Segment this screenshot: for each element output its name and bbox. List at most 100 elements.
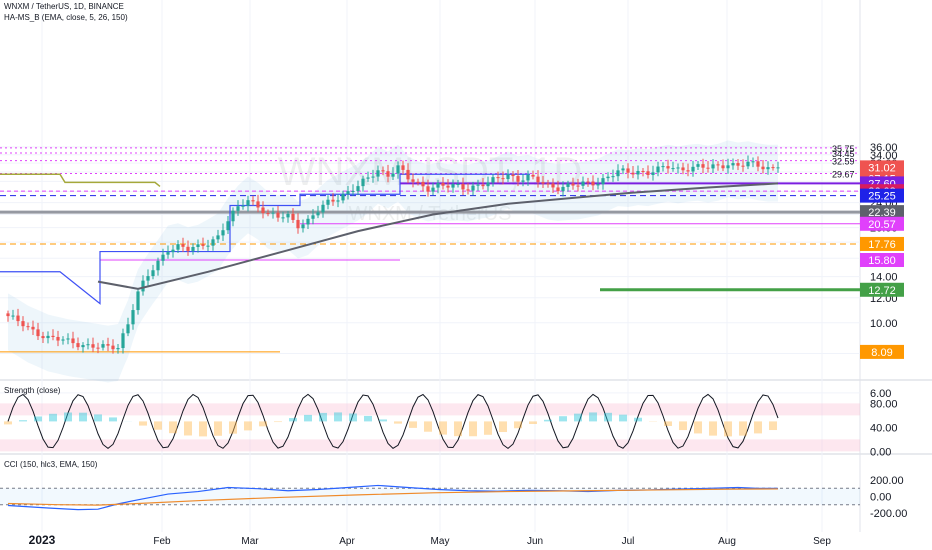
candle-body [581, 181, 585, 186]
candle-body [286, 213, 290, 218]
strength-cloud-bar [694, 421, 702, 434]
strength-cloud-bar [304, 414, 312, 422]
candle-body [396, 165, 400, 174]
candle-body [576, 185, 580, 187]
candle-body [101, 344, 105, 348]
candle-body [146, 276, 150, 281]
ma-cloud [8, 140, 778, 383]
candle-body [181, 244, 185, 247]
candle-body [11, 315, 15, 317]
candle-body [426, 186, 430, 192]
candle-body [631, 172, 635, 175]
candle-body [126, 324, 130, 334]
candle-body [141, 280, 145, 292]
strength-cloud-bar [109, 417, 117, 422]
y-tick-label: 0.00 [870, 492, 891, 504]
candle-body [471, 185, 475, 191]
candle-body [496, 177, 500, 179]
strength-cloud-bar [64, 412, 72, 422]
candle-body [446, 185, 450, 188]
strength-cloud-bar [139, 421, 147, 426]
strength-cloud-bar [469, 421, 477, 437]
step-line-olive [0, 173, 161, 188]
price-label: 25.25 [868, 191, 896, 203]
y-tick-label: 6.00 [870, 388, 891, 400]
strength-cloud-bar [559, 416, 567, 422]
candle-body [221, 230, 225, 236]
candle-body [691, 166, 695, 172]
candle-body [536, 176, 540, 183]
candle-body [711, 164, 715, 169]
candle-body [411, 179, 415, 182]
candle-body [246, 200, 250, 206]
strength-cloud-bar [169, 421, 177, 434]
candle-body [226, 221, 230, 231]
candle-body [136, 291, 140, 311]
candle-body [546, 183, 550, 185]
strength-cloud-bar [259, 421, 267, 427]
strength-cloud-bar [544, 419, 552, 422]
strength-cloud-bar [769, 421, 777, 431]
candle-body [176, 244, 180, 250]
strength-cloud-bar [604, 412, 612, 422]
candle-body [326, 199, 330, 205]
candle-body [701, 164, 705, 168]
candle-body [391, 173, 395, 177]
candle-body [291, 213, 295, 220]
candle-body [596, 184, 600, 186]
y-tick-label: -200.00 [870, 508, 907, 520]
candle-body [336, 200, 340, 202]
candle-body [86, 344, 90, 346]
ema150-line [97, 182, 779, 290]
strength-cloud-bar [364, 415, 372, 422]
price-label: 29.67 [832, 169, 855, 179]
y-tick-label: 10.00 [870, 318, 898, 330]
price-label: 22.39 [868, 207, 896, 219]
candle-body [21, 321, 25, 327]
candle-body [751, 161, 755, 163]
candle-body [646, 171, 650, 176]
candle-body [606, 176, 610, 179]
candle-body [366, 177, 370, 179]
strength-cloud-bar [454, 421, 462, 437]
cci-band-fill [0, 488, 860, 505]
candle-body [76, 343, 80, 348]
candle-body [381, 170, 385, 172]
candle-body [706, 167, 710, 169]
candle-body [36, 329, 40, 337]
candle-body [466, 189, 470, 191]
strength-cloud-bar [739, 421, 747, 436]
strength-cloud-bar [439, 421, 447, 435]
step-line-blue [0, 173, 530, 305]
price-label: 32.59 [832, 157, 855, 167]
price-label: 20.57 [868, 219, 896, 231]
strength-cloud-bar [574, 413, 582, 422]
candle-body [436, 183, 440, 188]
strength-band-high [0, 403, 860, 416]
strength-cloud-bar [19, 420, 27, 422]
strength-cloud-bar [724, 421, 732, 437]
candle-body [661, 166, 665, 168]
candle-body [351, 190, 355, 192]
price-label: 8.09 [871, 347, 892, 359]
strength-cloud-bar [679, 421, 687, 431]
candle-body [681, 167, 685, 171]
candle-body [616, 170, 620, 177]
candle-body [451, 184, 455, 188]
candle-body [241, 205, 245, 207]
candle-body [521, 180, 525, 182]
candle-body [626, 168, 630, 173]
candle-body [301, 224, 305, 229]
candle-body [721, 165, 725, 169]
strength-cloud-bar [409, 421, 417, 428]
candle-body [481, 184, 485, 187]
y-tick-label: 36.00 [870, 142, 898, 154]
strength-cloud-bar [214, 421, 222, 436]
candle-body [421, 181, 425, 187]
candle-body [356, 186, 360, 191]
candle-body [16, 315, 20, 322]
candle-body [731, 163, 735, 166]
candle-body [331, 199, 335, 202]
